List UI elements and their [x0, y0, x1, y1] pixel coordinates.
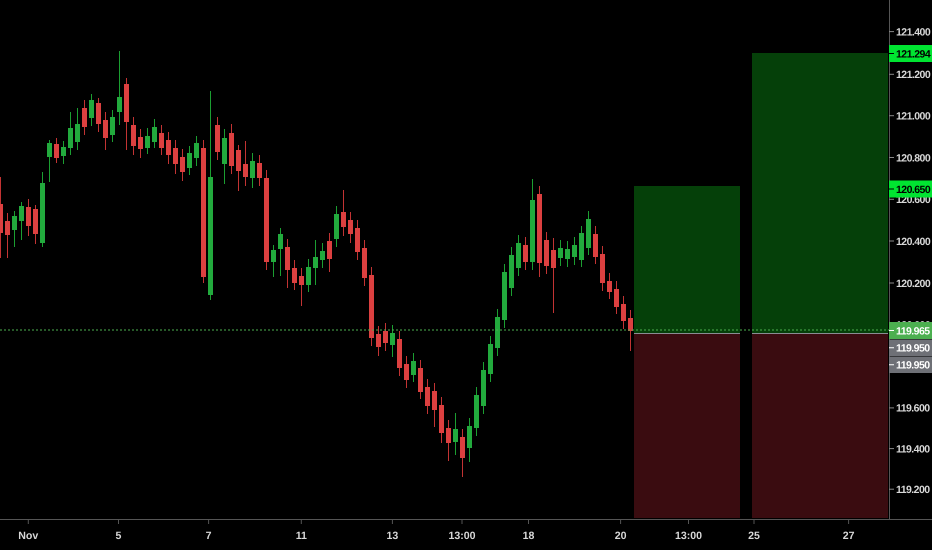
- svg-text:121.000: 121.000: [896, 111, 931, 123]
- svg-text:119.200: 119.200: [896, 484, 930, 496]
- svg-text:Nov: Nov: [18, 530, 38, 542]
- svg-text:120.650: 120.650: [896, 184, 931, 196]
- svg-text:20: 20: [615, 530, 627, 542]
- svg-text:13:00: 13:00: [448, 530, 475, 542]
- svg-text:121.294: 121.294: [896, 48, 931, 60]
- svg-text:27: 27: [843, 530, 855, 542]
- svg-text:11: 11: [296, 530, 307, 542]
- svg-text:119.950: 119.950: [896, 360, 930, 372]
- svg-text:121.400: 121.400: [896, 26, 931, 38]
- svg-text:25: 25: [748, 530, 760, 542]
- svg-text:5: 5: [116, 530, 122, 542]
- svg-text:119.965: 119.965: [896, 325, 930, 337]
- svg-text:119.600: 119.600: [896, 403, 930, 415]
- svg-text:119.950: 119.950: [896, 343, 930, 355]
- svg-text:120.200: 120.200: [896, 278, 931, 290]
- svg-text:120.800: 120.800: [896, 152, 931, 164]
- svg-text:13: 13: [387, 530, 399, 542]
- svg-text:119.400: 119.400: [896, 443, 930, 455]
- svg-text:18: 18: [523, 530, 535, 542]
- svg-text:120.400: 120.400: [896, 236, 931, 248]
- svg-text:13:00: 13:00: [675, 530, 702, 542]
- svg-text:121.200: 121.200: [896, 69, 931, 81]
- svg-text:7: 7: [206, 530, 212, 542]
